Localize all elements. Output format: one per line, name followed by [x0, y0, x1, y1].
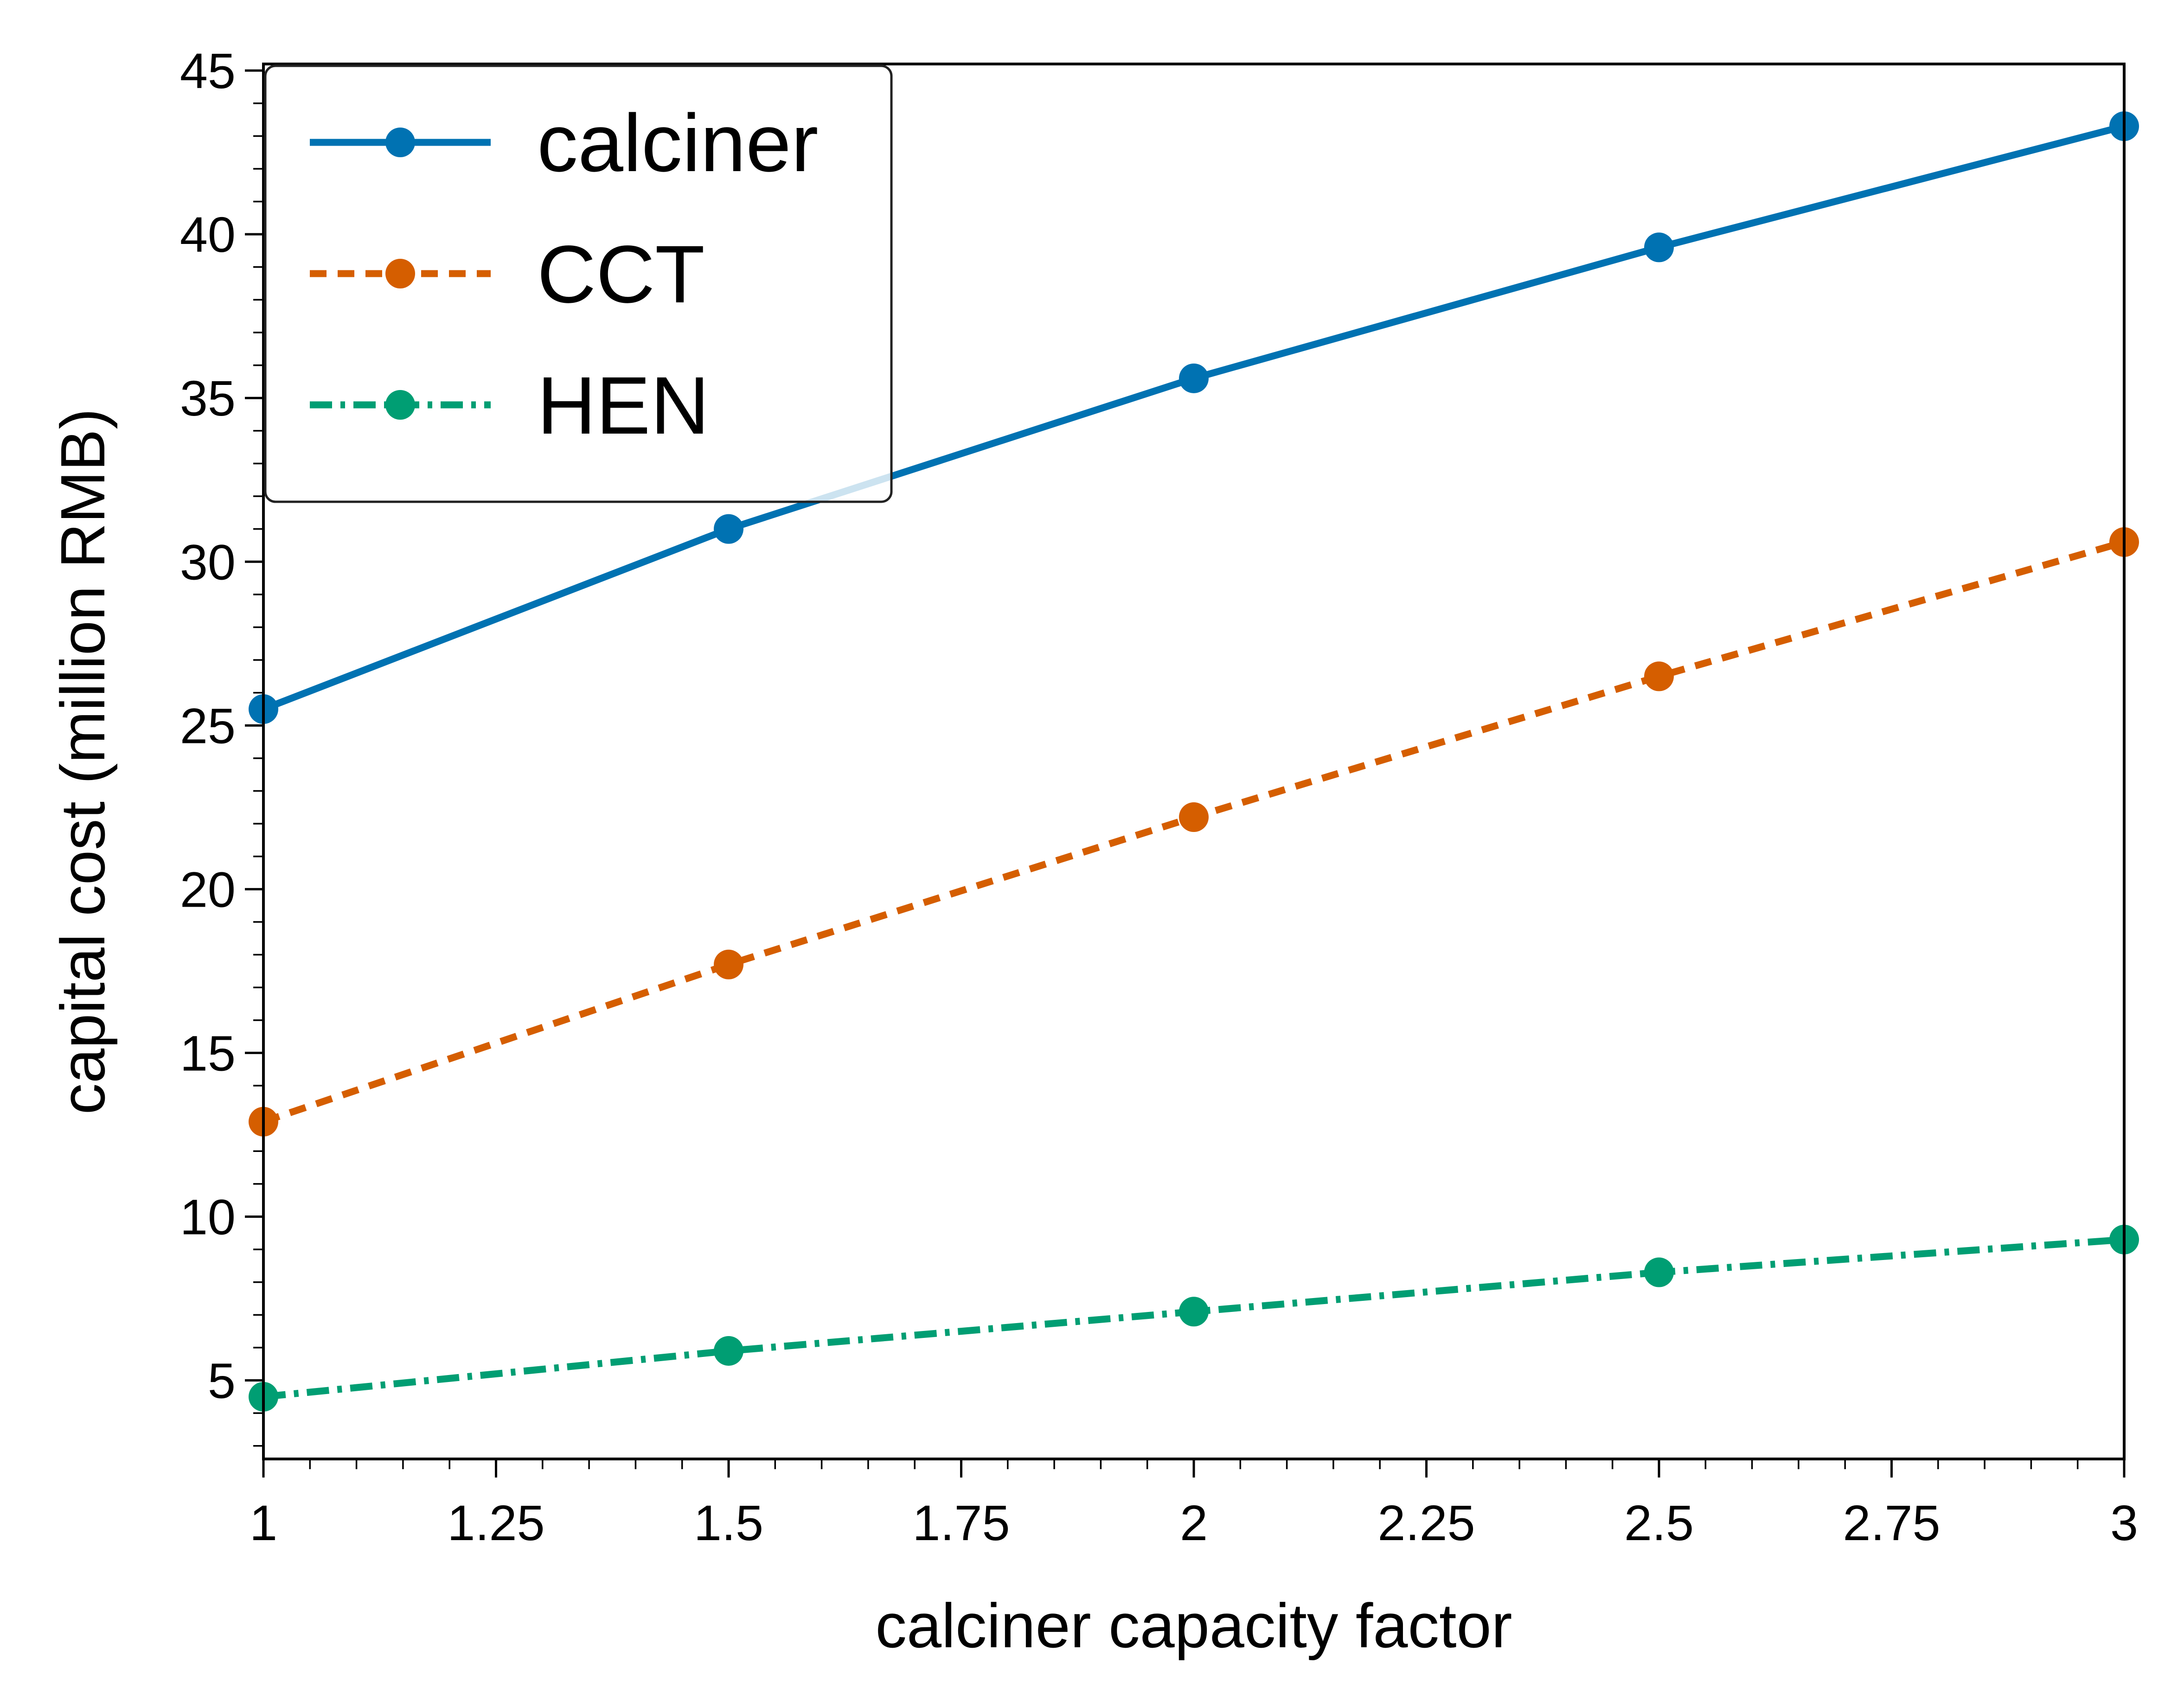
legend-label-cct: CCT [537, 229, 705, 320]
legend-label-hen: HEN [537, 360, 710, 451]
data-point-cct [1644, 661, 1674, 691]
data-point-calciner [1179, 363, 1209, 393]
y-tick-label: 45 [180, 43, 236, 99]
data-point-hen [1179, 1297, 1209, 1327]
legend-label-calciner: calciner [537, 98, 818, 189]
x-tick-label: 1.25 [447, 1495, 544, 1551]
legend-marker-cct [385, 259, 415, 288]
x-tick-label: 3 [2110, 1495, 2138, 1551]
x-axis-title: calciner capacity factor [875, 1591, 1512, 1661]
y-tick-label: 15 [180, 1025, 236, 1081]
legend-item-hen: HEN [310, 360, 710, 451]
minor-ticks [253, 102, 2079, 1469]
x-tick-labels: 1 1.25 1.5 1.75 2 2.25 2.5 2.75 3 [250, 1495, 2138, 1551]
x-tick-label: 1 [250, 1495, 277, 1551]
y-tick-labels: 5 10 15 20 25 30 35 40 45 [180, 43, 236, 1408]
legend: calciner CCT HEN [264, 64, 893, 503]
series-cct [249, 527, 2139, 1137]
legend-marker-calciner [385, 128, 415, 157]
major-ticks [245, 69, 2126, 1478]
x-tick-label: 1.5 [694, 1495, 763, 1551]
x-tick-label: 2.25 [1377, 1495, 1475, 1551]
data-point-cct [714, 949, 743, 979]
y-tick-label: 30 [180, 534, 236, 590]
y-axis-title: capital cost (million RMB) [48, 409, 118, 1115]
x-tick-label: 1.75 [912, 1495, 1010, 1551]
legend-item-calciner: calciner [310, 98, 818, 189]
x-tick-label: 2 [1180, 1495, 1208, 1551]
plot-frame [262, 63, 2126, 1460]
y-tick-label: 20 [180, 861, 236, 917]
data-point-cct [1179, 802, 1209, 832]
y-tick-label: 35 [180, 370, 236, 426]
data-point-calciner [1644, 232, 1674, 262]
x-tick-label: 2.5 [1624, 1495, 1694, 1551]
y-tick-label: 5 [208, 1353, 236, 1409]
legend-box [264, 64, 893, 503]
y-tick-label: 40 [180, 206, 236, 262]
data-point-hen [714, 1336, 743, 1366]
legend-marker-hen [385, 390, 415, 420]
legend-items: calciner CCT HEN [310, 98, 818, 451]
data-point-calciner [714, 514, 743, 544]
x-tick-label: 2.75 [1843, 1495, 1940, 1551]
y-tick-label: 10 [180, 1189, 236, 1245]
legend-item-cct: CCT [310, 229, 705, 320]
data-point-hen [1644, 1257, 1674, 1287]
y-tick-label: 25 [180, 697, 236, 754]
series-hen [249, 1224, 2139, 1412]
